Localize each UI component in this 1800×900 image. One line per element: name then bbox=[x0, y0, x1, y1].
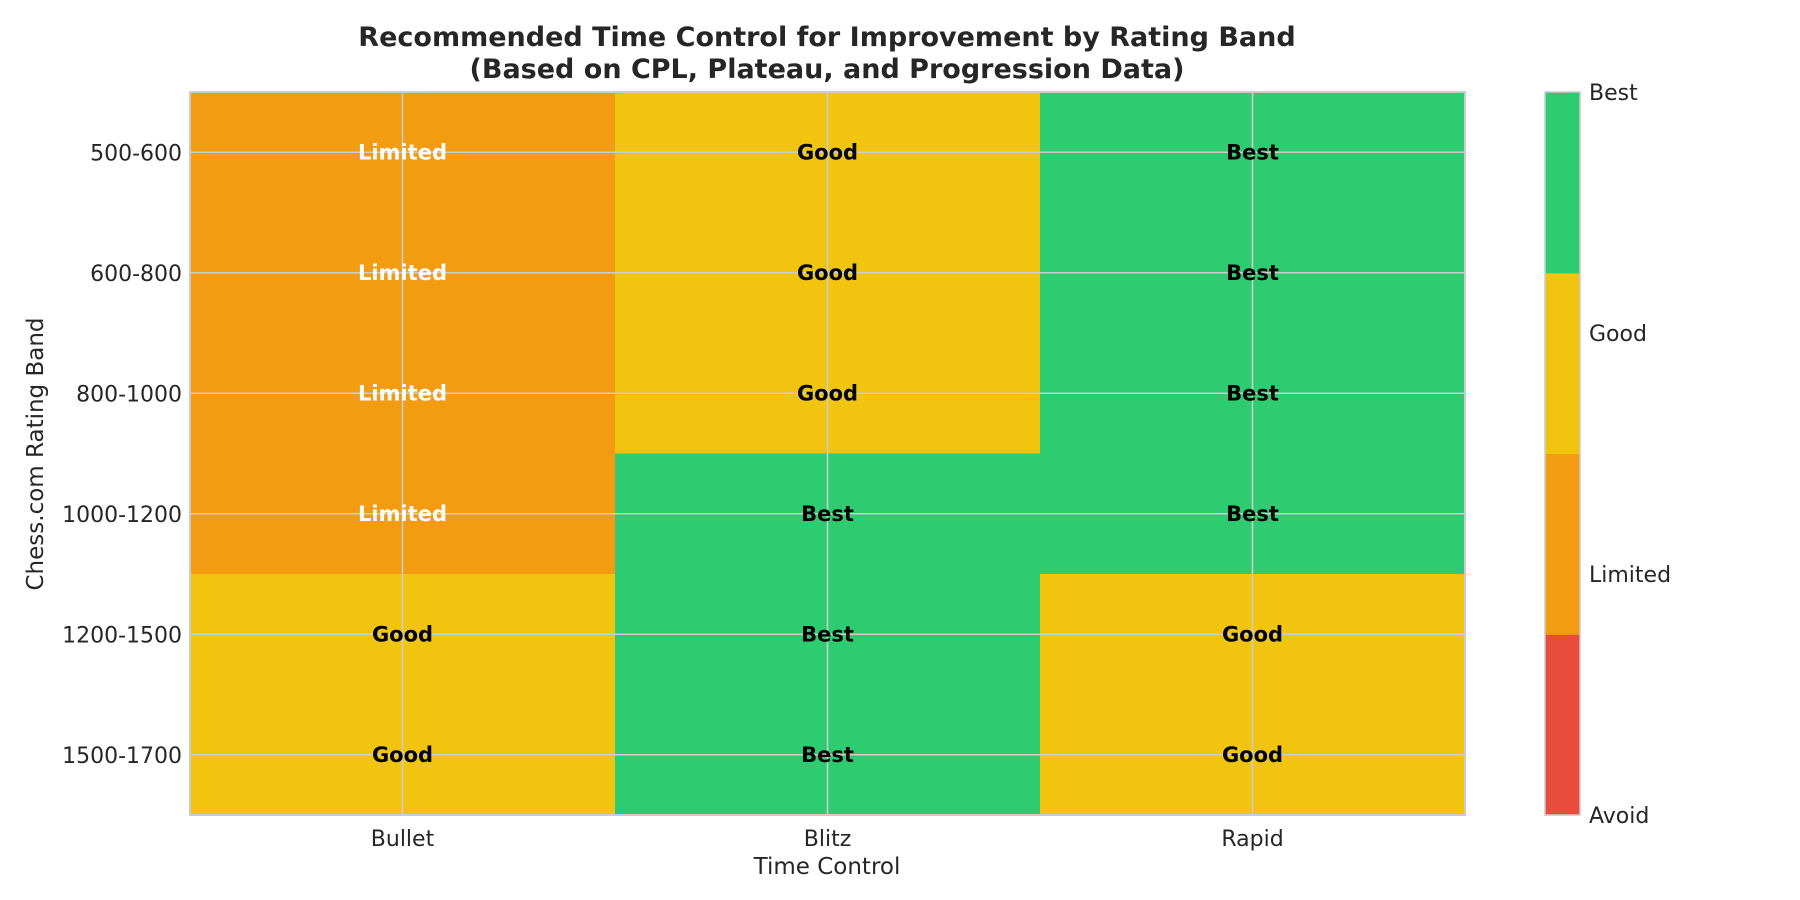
colorbar-frame bbox=[1544, 91, 1581, 816]
cell-value-label: Limited bbox=[358, 381, 447, 405]
colorbar-segment bbox=[1545, 272, 1580, 455]
y-tick-label: 1000-1200 bbox=[62, 503, 182, 528]
cell-value-label: Good bbox=[797, 381, 858, 405]
cell-value-label: Good bbox=[372, 622, 433, 646]
x-tick-label: Bullet bbox=[371, 827, 435, 852]
cell-value-label: Best bbox=[801, 743, 854, 767]
cell-value-label: Limited bbox=[358, 502, 447, 526]
plot-frame bbox=[189, 91, 1466, 816]
cell-value-label: Best bbox=[1226, 381, 1279, 405]
x-axis-label: Time Control bbox=[753, 854, 901, 880]
cell-value-label: Best bbox=[801, 502, 854, 526]
y-tick-label: 500-600 bbox=[90, 141, 182, 166]
colorbar-tick-label: Best bbox=[1589, 81, 1638, 106]
y-tick-label: 600-800 bbox=[90, 262, 182, 287]
cell-value-label: Good bbox=[1222, 743, 1283, 767]
chart-title-line-1: Recommended Time Control for Improvement… bbox=[358, 22, 1295, 53]
cell-labels: Limited Good Best Limited Good Best Limited Goo… bbox=[358, 140, 1283, 767]
cell-value-label: Best bbox=[1226, 140, 1279, 164]
y-axis-label: Chess.com Rating Band bbox=[23, 317, 49, 590]
cell-value-label: Good bbox=[1222, 622, 1283, 646]
colorbar-segment bbox=[1545, 92, 1580, 274]
cell-value-label: Good bbox=[797, 261, 858, 285]
x-tick-label: Rapid bbox=[1221, 827, 1283, 852]
grid-lines bbox=[190, 92, 1465, 815]
cell-value-label: Best bbox=[1226, 502, 1279, 526]
colorbar: Avoid Limited Good Best bbox=[1544, 81, 1671, 829]
cell-value-label: Limited bbox=[358, 261, 447, 285]
cell-value-label: Good bbox=[372, 743, 433, 767]
y-tick-labels: 500-600 600-800 800-1000 1000-1200 1200-1500… bbox=[62, 141, 182, 769]
y-tick-label: 1200-1500 bbox=[62, 623, 182, 648]
colorbar-tick-label: Good bbox=[1589, 322, 1647, 347]
y-tick-label: 800-1000 bbox=[76, 382, 182, 407]
colorbar-tick-label: Limited bbox=[1589, 563, 1671, 588]
chart-title-line-2: (Based on CPL, Plateau, and Progression … bbox=[470, 54, 1185, 85]
x-tick-label: Blitz bbox=[804, 827, 852, 852]
colorbar-segment bbox=[1545, 453, 1580, 635]
colorbar-tick-label: Avoid bbox=[1589, 804, 1649, 829]
cell-value-label: Best bbox=[801, 622, 854, 646]
chart-title: Recommended Time Control for Improvement… bbox=[358, 22, 1295, 85]
y-tick-label: 1500-1700 bbox=[62, 744, 182, 769]
cell-value-label: Good bbox=[797, 140, 858, 164]
cell-value-label: Best bbox=[1226, 261, 1279, 285]
colorbar-segment bbox=[1545, 634, 1580, 816]
cell-value-label: Limited bbox=[358, 140, 447, 164]
x-tick-labels: Bullet Blitz Rapid bbox=[371, 827, 1284, 852]
